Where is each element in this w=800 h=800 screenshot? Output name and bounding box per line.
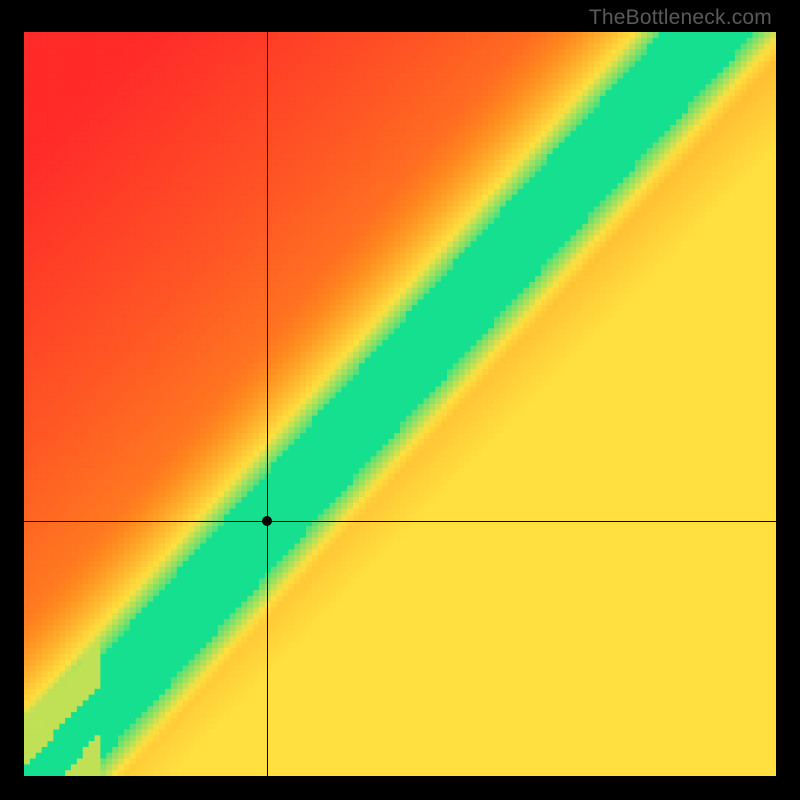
watermark-text: TheBottleneck.com: [589, 6, 772, 30]
crosshair-horizontal: [24, 521, 776, 522]
crosshair-marker[interactable]: [262, 516, 272, 526]
heatmap-plot: [24, 32, 776, 776]
crosshair-vertical: [267, 32, 268, 776]
heatmap-canvas: [24, 32, 776, 776]
